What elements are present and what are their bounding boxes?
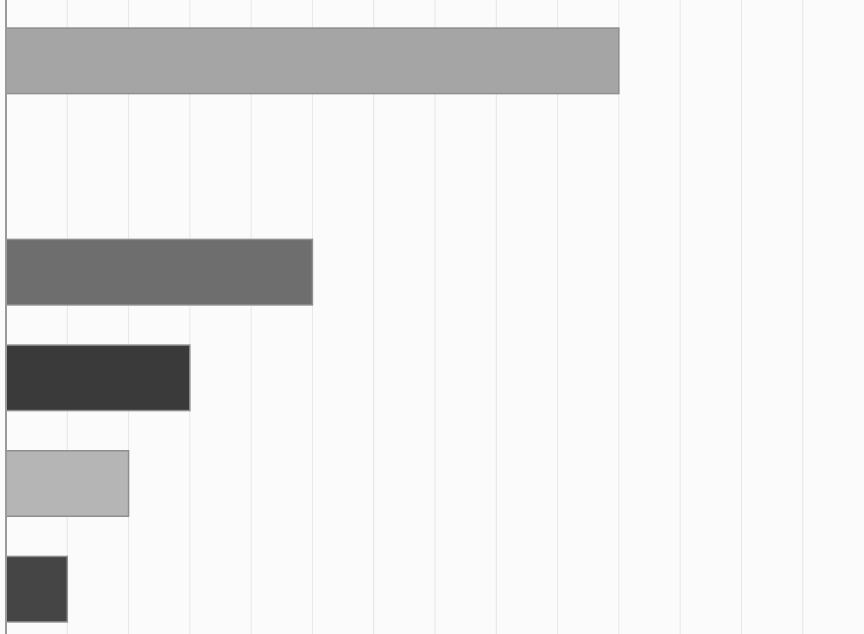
bar-3 <box>5 238 314 306</box>
bar-6 <box>5 555 69 623</box>
grid <box>66 0 804 634</box>
bar-1 <box>5 27 620 95</box>
bar-5 <box>5 449 130 518</box>
bar-4 <box>5 344 191 412</box>
bars <box>5 27 620 623</box>
